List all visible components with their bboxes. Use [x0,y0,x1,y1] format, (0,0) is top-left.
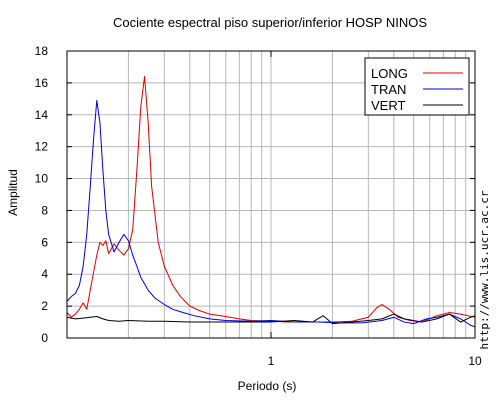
y-tick-label: 0 [41,331,48,345]
y-tick-label: 4 [41,267,48,281]
series-line-tran [66,99,476,328]
x-tick-label: 1 [268,354,275,368]
y-tick-label: 2 [41,299,48,313]
x-axis-label: Periodo (s) [238,379,297,393]
side-url-text: http://www.lis.ucr.ac.cr [478,190,491,349]
y-tick-label: 8 [41,203,48,217]
y-tick-label: 18 [35,44,49,58]
series-line-vert [66,313,476,325]
legend-label-long: LONG [371,66,408,81]
y-tick-label: 10 [35,172,49,186]
x-tick-label: 10 [468,354,482,368]
y-axis-label: Amplitud [6,169,20,216]
legend-label-tran: TRAN [371,82,406,97]
y-tick-label: 14 [35,108,49,122]
axis-ticks: 0 2 4 6 8 10 12 14 16 18 1 10 [35,44,482,368]
series-line-long [66,76,476,323]
y-tick-label: 12 [35,140,49,154]
legend-label-vert: VERT [371,98,405,113]
grid [67,51,475,338]
y-tick-label: 16 [35,76,49,90]
chart-title: Cociente espectral piso superior/inferio… [113,15,427,30]
y-tick-label: 6 [41,235,48,249]
series-layer [66,76,476,328]
